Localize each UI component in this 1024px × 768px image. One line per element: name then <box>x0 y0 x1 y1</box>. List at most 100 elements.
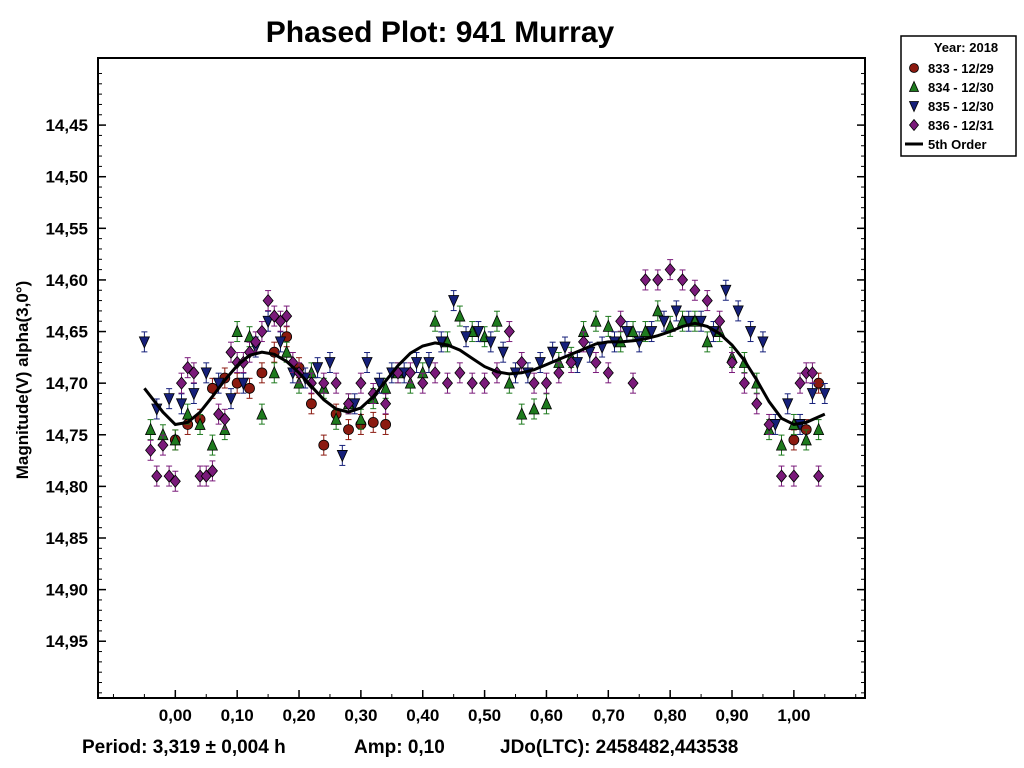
data-point <box>274 336 287 349</box>
data-point <box>732 305 744 318</box>
data-point <box>602 366 614 380</box>
y-tick-label: 14,90 <box>45 581 88 600</box>
data-point <box>652 273 664 287</box>
chart-title: Phased Plot: 941 Murray <box>266 16 615 49</box>
data-point <box>627 324 639 337</box>
data-point <box>441 376 454 390</box>
data-point <box>528 402 540 415</box>
data-point <box>454 366 466 380</box>
data-point <box>763 417 775 432</box>
data-point <box>503 324 515 339</box>
data-point <box>738 376 750 390</box>
data-point <box>268 365 280 379</box>
data-point <box>225 393 237 406</box>
x-tick-label: 0,50 <box>468 706 501 725</box>
data-point <box>621 326 633 339</box>
jdo-text: JDo(LTC): 2458482,443538 <box>500 737 738 758</box>
legend: Year: 2018 833 - 12/29 834 - 12/30 835 - 1… <box>900 35 1017 157</box>
data-point <box>794 376 806 390</box>
data-point <box>342 397 355 411</box>
data-point <box>479 376 491 390</box>
data-point <box>547 346 559 360</box>
legend-marker <box>909 63 919 73</box>
data-point <box>744 326 757 339</box>
data-point <box>175 398 188 411</box>
y-tick-label: 14,60 <box>45 271 88 290</box>
data-point <box>540 376 552 390</box>
x-axis-ticks: 0,00 0,10 0,20 0,30 0,40 0,50 0,60 0,70 0,80 0,90… <box>112 690 857 725</box>
data-point <box>775 438 788 451</box>
data-point <box>812 422 825 436</box>
data-point <box>806 366 818 380</box>
data-point <box>330 376 342 390</box>
y-tick-label: 14,55 <box>45 219 88 238</box>
data-point <box>565 355 577 370</box>
data-point <box>639 324 652 337</box>
y-tick-label: 14,95 <box>45 632 88 651</box>
data-point <box>602 319 614 332</box>
data-point <box>250 335 262 349</box>
data-point <box>516 355 528 370</box>
data-point <box>788 434 800 446</box>
data-point <box>281 345 293 358</box>
data-point <box>454 309 466 322</box>
data-point <box>169 474 181 488</box>
data-point <box>175 376 188 390</box>
legend-marker <box>908 80 920 92</box>
data-point <box>645 326 658 339</box>
data-point <box>683 315 695 329</box>
data-point <box>460 331 472 344</box>
data-point <box>757 336 769 349</box>
data-point <box>534 357 546 370</box>
data-point <box>639 273 651 287</box>
data-point <box>819 388 831 401</box>
data-point <box>256 407 268 420</box>
data-point <box>336 450 348 463</box>
legend-label: 834 - 12/30 <box>928 80 994 95</box>
data-point <box>775 469 788 483</box>
data-point <box>256 367 268 379</box>
data-point <box>144 422 157 436</box>
data-point <box>423 357 435 370</box>
legend-label: 836 - 12/31 <box>928 118 994 133</box>
data-point <box>138 336 151 349</box>
data-point <box>751 397 763 411</box>
data-point <box>410 357 423 370</box>
x-tick-label: 0,80 <box>654 706 687 725</box>
data-point <box>800 432 812 446</box>
legend-entries: 833 - 12/29 834 - 12/30 835 - 12/30 836 - 1… <box>905 61 994 152</box>
data-point <box>380 419 392 430</box>
data-point <box>244 382 255 394</box>
data-point <box>782 398 794 411</box>
data-point <box>485 336 497 349</box>
data-point <box>664 262 676 277</box>
data-point <box>466 376 478 390</box>
data-point <box>695 315 707 329</box>
data-point <box>163 393 175 406</box>
data-point <box>788 469 800 483</box>
data-point <box>615 314 627 328</box>
data-point <box>367 416 379 428</box>
fit-curve-5th-order <box>143 321 826 427</box>
data-point <box>237 377 249 391</box>
data-point <box>528 376 540 390</box>
data-point <box>256 324 268 339</box>
x-tick-label: 0,40 <box>406 706 439 725</box>
data-point <box>169 432 181 446</box>
data-point <box>590 355 602 370</box>
y-tick-label: 14,85 <box>45 529 88 548</box>
x-tick-label: 0,10 <box>221 706 254 725</box>
data-point <box>206 464 218 478</box>
data-point <box>330 412 342 425</box>
period-text: Period: 3,319 ± 0,004 h <box>82 737 286 758</box>
data-point <box>157 438 169 452</box>
data-point <box>429 314 441 327</box>
legend-title: Year: 2018 <box>934 40 998 55</box>
data-point <box>188 388 200 401</box>
amplitude-text: Amp: 0,10 <box>354 737 445 758</box>
x-tick-label: 0,70 <box>592 706 625 725</box>
data-point <box>553 366 565 380</box>
data-point <box>701 293 713 308</box>
data-point <box>318 376 330 390</box>
x-tick-label: 0,90 <box>715 706 748 725</box>
